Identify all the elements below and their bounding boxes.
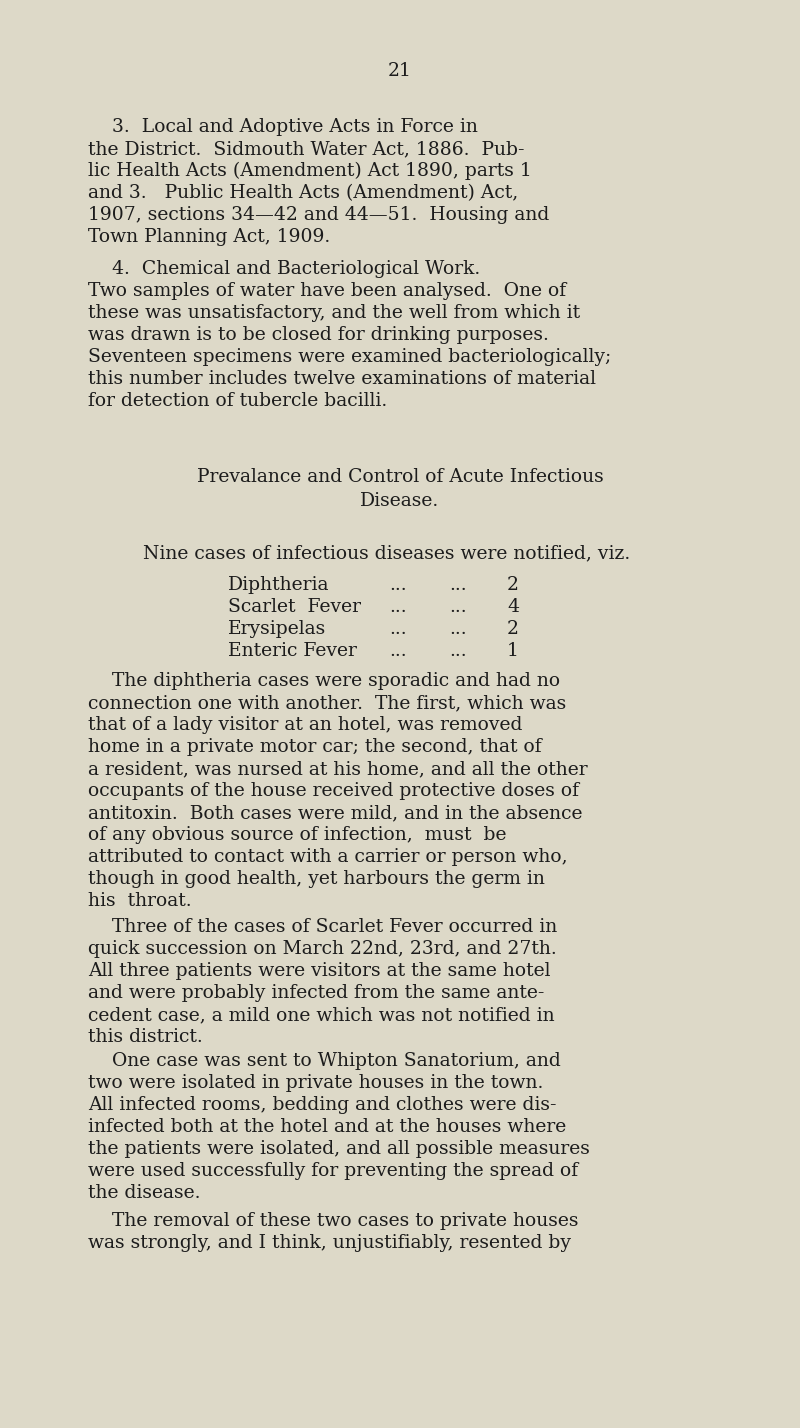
Text: All three patients were visitors at the same hotel: All three patients were visitors at the … (88, 962, 550, 980)
Text: One case was sent to Whipton Sanatorium, and: One case was sent to Whipton Sanatorium,… (88, 1052, 561, 1070)
Text: Enteric Fever: Enteric Fever (228, 643, 357, 660)
Text: 4.  Chemical and Bacteriological Work.: 4. Chemical and Bacteriological Work. (88, 260, 480, 278)
Text: this district.: this district. (88, 1028, 202, 1045)
Text: for detection of tubercle bacilli.: for detection of tubercle bacilli. (88, 393, 387, 410)
Text: ...: ... (389, 575, 407, 594)
Text: ...: ... (449, 598, 467, 615)
Text: that of a lady visitor at an hotel, was removed: that of a lady visitor at an hotel, was … (88, 715, 522, 734)
Text: Scarlet  Fever: Scarlet Fever (228, 598, 361, 615)
Text: 4: 4 (507, 598, 519, 615)
Text: of any obvious source of infection,  must  be: of any obvious source of infection, must… (88, 825, 506, 844)
Text: the patients were isolated, and all possible measures: the patients were isolated, and all poss… (88, 1140, 590, 1158)
Text: attributed to contact with a carrier or person who,: attributed to contact with a carrier or … (88, 848, 568, 865)
Text: 1: 1 (507, 643, 519, 660)
Text: and 3.   Public Health Acts (Amendment) Act,: and 3. Public Health Acts (Amendment) Ac… (88, 184, 518, 201)
Text: was drawn is to be closed for drinking purposes.: was drawn is to be closed for drinking p… (88, 326, 549, 344)
Text: The removal of these two cases to private houses: The removal of these two cases to privat… (88, 1212, 578, 1230)
Text: 1907, sections 34—42 and 44—51.  Housing and: 1907, sections 34—42 and 44—51. Housing … (88, 206, 550, 224)
Text: Two samples of water have been analysed.  One of: Two samples of water have been analysed.… (88, 281, 566, 300)
Text: ...: ... (449, 575, 467, 594)
Text: two were isolated in private houses in the town.: two were isolated in private houses in t… (88, 1074, 543, 1092)
Text: Town Planning Act, 1909.: Town Planning Act, 1909. (88, 228, 330, 246)
Text: these was unsatisfactory, and the well from which it: these was unsatisfactory, and the well f… (88, 304, 580, 321)
Text: ...: ... (389, 643, 407, 660)
Text: quick succession on March 22nd, 23rd, and 27th.: quick succession on March 22nd, 23rd, an… (88, 940, 557, 958)
Text: ...: ... (389, 598, 407, 615)
Text: All infected rooms, bedding and clothes were dis-: All infected rooms, bedding and clothes … (88, 1097, 557, 1114)
Text: home in a private motor car; the second, that of: home in a private motor car; the second,… (88, 738, 542, 755)
Text: 2: 2 (507, 620, 519, 638)
Text: antitoxin.  Both cases were mild, and in the absence: antitoxin. Both cases were mild, and in … (88, 804, 582, 823)
Text: Three of the cases of Scarlet Fever occurred in: Three of the cases of Scarlet Fever occu… (88, 918, 558, 935)
Text: though in good health, yet harbours the germ in: though in good health, yet harbours the … (88, 870, 545, 888)
Text: Diphtheria: Diphtheria (228, 575, 330, 594)
Text: ...: ... (449, 643, 467, 660)
Text: 2: 2 (507, 575, 519, 594)
Text: was strongly, and I think, unjustifiably, resented by: was strongly, and I think, unjustifiably… (88, 1234, 571, 1252)
Text: Erysipelas: Erysipelas (228, 620, 326, 638)
Text: occupants of the house received protective doses of: occupants of the house received protecti… (88, 783, 579, 800)
Text: connection one with another.  The first, which was: connection one with another. The first, … (88, 694, 566, 713)
Text: cedent case, a mild one which was not notified in: cedent case, a mild one which was not no… (88, 1005, 554, 1024)
Text: 3.  Local and Adoptive Acts in Force in: 3. Local and Adoptive Acts in Force in (88, 119, 478, 136)
Text: Seventeen specimens were examined bacteriologically;: Seventeen specimens were examined bacter… (88, 348, 611, 366)
Text: ...: ... (449, 620, 467, 638)
Text: 21: 21 (388, 61, 412, 80)
Text: were used successfully for preventing the spread of: were used successfully for preventing th… (88, 1162, 578, 1180)
Text: Nine cases of infectious diseases were notified, viz.: Nine cases of infectious diseases were n… (143, 544, 630, 563)
Text: this number includes twelve examinations of material: this number includes twelve examinations… (88, 370, 596, 388)
Text: a resident, was nursed at his home, and all the other: a resident, was nursed at his home, and … (88, 760, 588, 778)
Text: infected both at the hotel and at the houses where: infected both at the hotel and at the ho… (88, 1118, 566, 1137)
Text: the District.  Sidmouth Water Act, 1886.  Pub-: the District. Sidmouth Water Act, 1886. … (88, 140, 525, 159)
Text: The diphtheria cases were sporadic and had no: The diphtheria cases were sporadic and h… (88, 673, 560, 690)
Text: and were probably infected from the same ante-: and were probably infected from the same… (88, 984, 544, 1002)
Text: Disease.: Disease. (360, 493, 440, 510)
Text: Prevalance and Control of Acute Infectious: Prevalance and Control of Acute Infectio… (197, 468, 603, 486)
Text: lic Health Acts (Amendment) Act 1890, parts 1: lic Health Acts (Amendment) Act 1890, pa… (88, 161, 532, 180)
Text: his  throat.: his throat. (88, 892, 192, 910)
Text: ...: ... (389, 620, 407, 638)
Text: the disease.: the disease. (88, 1184, 201, 1202)
